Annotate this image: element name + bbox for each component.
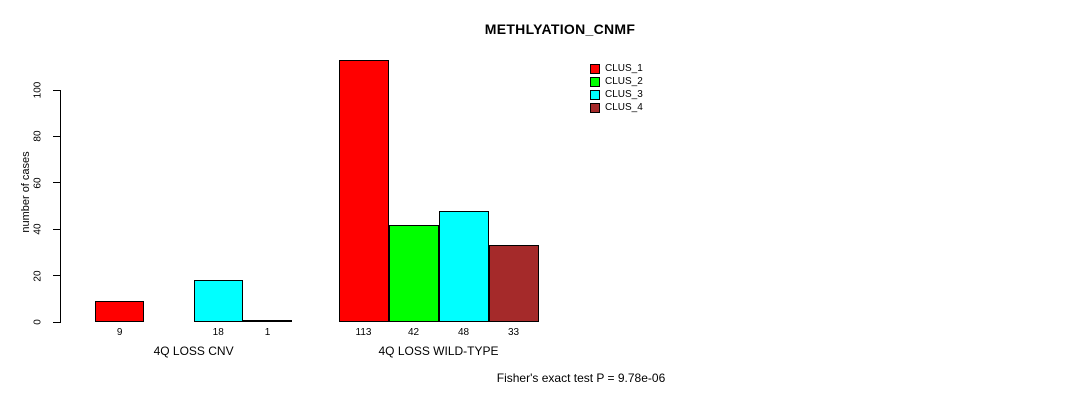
bar-value-label: 33 xyxy=(507,327,520,338)
y-axis xyxy=(60,90,61,323)
y-tick-mark xyxy=(53,228,60,230)
bar-clus_3-4q-loss-wild-type xyxy=(438,211,489,322)
legend-label: CLUS_2 xyxy=(605,76,643,87)
y-tick-label: 40 xyxy=(32,223,44,235)
bar-value-label: 18 xyxy=(212,327,224,338)
bar-clus_4-4q-loss-cnv xyxy=(242,320,293,322)
bar-value-label: 42 xyxy=(407,327,420,338)
y-tick-mark xyxy=(53,275,60,277)
legend-label: CLUS_1 xyxy=(605,63,643,74)
bar-clus_2-4q-loss-wild-type xyxy=(388,225,439,322)
legend-item-clus_4: CLUS_4 xyxy=(590,101,643,114)
legend: CLUS_1 CLUS_2 CLUS_3 CLUS_4 xyxy=(590,62,643,114)
y-tick-label: 100 xyxy=(32,81,44,99)
x-group-label-2: 4Q LOSS WILD-TYPE xyxy=(378,344,499,358)
legend-item-clus_3: CLUS_3 xyxy=(590,88,643,101)
fisher-test-annotation: Fisher's exact test P = 9.78e-06 xyxy=(496,371,666,385)
y-tick-mark xyxy=(53,182,60,184)
bar-clus_1-4q-loss-wild-type xyxy=(338,60,389,322)
y-tick-label: 60 xyxy=(32,177,44,189)
legend-swatch-icon xyxy=(590,76,600,87)
y-axis-label: number of cases xyxy=(20,151,32,233)
bar-value-label: 9 xyxy=(116,327,123,338)
bar-value-label: 48 xyxy=(457,327,470,338)
bar-value-label: 113 xyxy=(355,327,372,338)
y-tick-mark xyxy=(53,135,60,137)
bar-clus_3-4q-loss-cnv xyxy=(193,280,243,322)
y-tick-label: 80 xyxy=(32,130,44,142)
legend-swatch-icon xyxy=(590,89,600,100)
bar-clus_4-4q-loss-wild-type xyxy=(488,245,539,322)
y-tick-label: 20 xyxy=(32,270,44,282)
x-group-label-1: 4Q LOSS CNV xyxy=(153,344,234,358)
legend-item-clus_1: CLUS_1 xyxy=(590,62,643,75)
y-tick-label: 0 xyxy=(32,319,44,325)
y-tick-mark xyxy=(53,89,60,91)
bar-clus_1-4q-loss-cnv xyxy=(95,301,145,322)
legend-label: CLUS_4 xyxy=(605,102,643,113)
legend-swatch-icon xyxy=(590,63,600,74)
legend-label: CLUS_3 xyxy=(605,89,643,100)
legend-swatch-icon xyxy=(590,102,600,113)
legend-item-clus_2: CLUS_2 xyxy=(590,75,643,88)
y-tick-mark xyxy=(53,321,60,323)
chart-title: METHLYATION_CNMF xyxy=(484,21,636,37)
bar-value-label: 1 xyxy=(264,327,271,338)
